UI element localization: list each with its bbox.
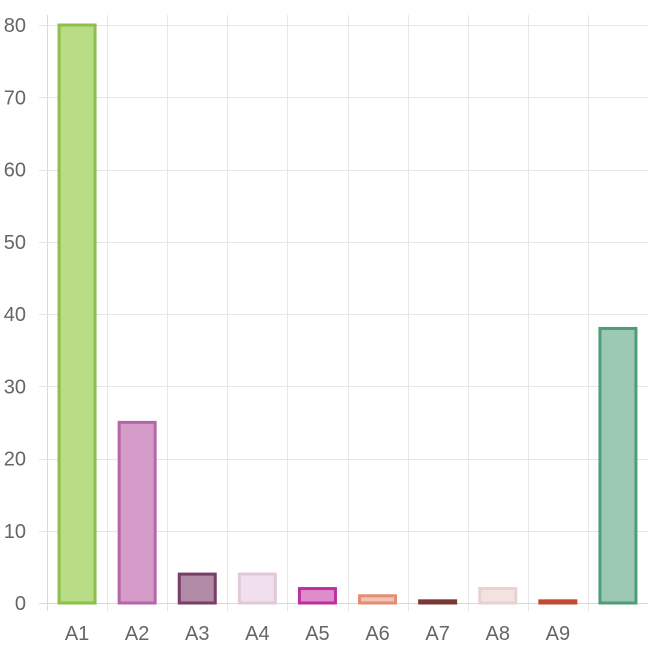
x-tick-label: A9 [546, 623, 570, 645]
y-tick-label: 60 [4, 160, 26, 182]
bar-A5 [297, 587, 337, 605]
x-tick-label: A6 [365, 623, 389, 645]
y-tick-label: 40 [4, 304, 26, 326]
bar-A2 [117, 420, 157, 605]
y-tick-label: 70 [4, 87, 26, 109]
bar-A6 [358, 594, 398, 605]
x-tick-label: A4 [245, 623, 269, 645]
x-tick-label: A1 [65, 623, 89, 645]
y-tick-label: 30 [4, 376, 26, 398]
x-axis-tick-labels: A1 A2 A3 A4 A5 A6 A7 A8 A9 [65, 623, 570, 645]
x-tick-label: A2 [125, 623, 149, 645]
bar-series-10 [598, 326, 638, 605]
bar-A3 [177, 572, 217, 605]
y-axis-tick-labels: 0 10 20 30 40 50 60 70 80 [4, 15, 26, 615]
bar-A9 [538, 599, 578, 605]
bar-series [57, 23, 638, 605]
y-tick-label: 20 [4, 449, 26, 471]
bar-A8 [478, 587, 518, 605]
y-tick-label: 80 [4, 15, 26, 37]
y-tick-label: 50 [4, 232, 26, 254]
bar-A4 [237, 572, 277, 605]
x-tick-label: A7 [425, 623, 449, 645]
bar-A7 [418, 599, 458, 605]
vertical-grid-lines [47, 15, 589, 611]
x-tick-label: A8 [486, 623, 510, 645]
y-tick-label: 10 [4, 521, 26, 543]
x-tick-label: A5 [305, 623, 329, 645]
bar-A1 [57, 23, 97, 605]
y-tick-label: 0 [15, 593, 26, 615]
x-tick-label: A3 [185, 623, 209, 645]
